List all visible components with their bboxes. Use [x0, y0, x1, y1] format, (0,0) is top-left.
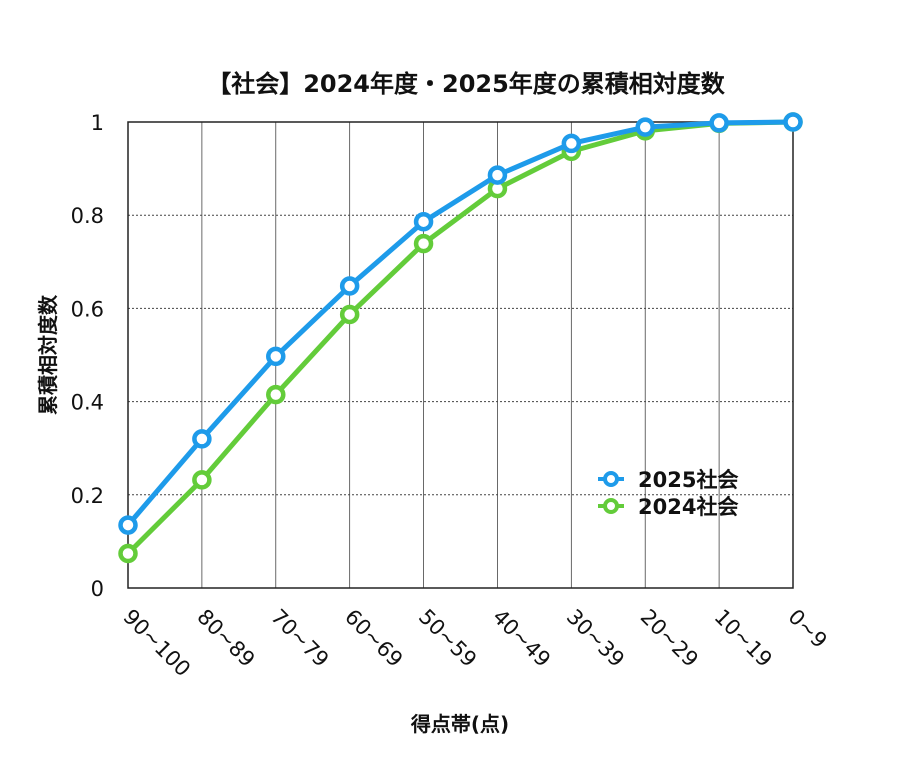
data-point — [413, 233, 434, 254]
series-line — [125, 119, 796, 528]
data-point — [709, 113, 729, 133]
x-tick-label: 80~89 — [192, 605, 259, 672]
chart-title: 【社会】2024年度・2025年度の累積相対度数 — [207, 70, 726, 98]
x-tick-label: 10~19 — [710, 605, 777, 672]
legend-label-2024: 2024社会 — [638, 495, 738, 519]
x-tick-label: 20~29 — [636, 605, 703, 672]
data-point — [266, 346, 286, 367]
y-tick-label: 0.6 — [71, 297, 104, 321]
data-point — [561, 133, 582, 154]
y-tick-label: 0 — [91, 577, 104, 601]
y-tick-label: 1 — [91, 111, 104, 135]
x-tick-label: 50~59 — [414, 605, 481, 672]
data-point — [192, 470, 212, 490]
y-axis-label: 累積相対度数 — [36, 294, 60, 415]
legend-item-2025: 2025社会 — [598, 468, 738, 492]
series — [118, 112, 803, 564]
y-tick-label: 0.4 — [71, 391, 104, 415]
y-tick-label: 0.8 — [71, 204, 104, 228]
y-axis-ticks: 0 0.2 0.4 0.6 0.8 1 — [71, 111, 104, 601]
data-point — [339, 276, 360, 296]
legend-swatch-marker-2024 — [603, 498, 619, 514]
data-point — [266, 384, 286, 405]
legend: 2025社会 2024社会 — [598, 468, 738, 519]
x-tick-label: 0~9 — [783, 605, 831, 653]
legend-item-2024: 2024社会 — [598, 495, 738, 519]
data-point — [118, 515, 138, 535]
series-0 — [118, 112, 803, 535]
x-tick-label: 70~79 — [266, 605, 333, 672]
data-point — [635, 117, 655, 137]
data-point — [118, 543, 138, 564]
x-tick-label: 90~100 — [118, 605, 195, 682]
x-tick-label: 40~49 — [488, 605, 555, 672]
data-point — [192, 429, 212, 449]
legend-label-2025: 2025社会 — [638, 468, 738, 492]
data-point — [487, 165, 508, 185]
x-axis-label: 得点帯(点) — [410, 712, 509, 736]
data-point — [783, 112, 803, 132]
plot-area-frame — [127, 121, 794, 589]
data-point — [413, 211, 434, 232]
x-tick-label: 30~39 — [562, 605, 629, 672]
y-tick-label: 0.2 — [71, 484, 104, 508]
legend-swatch-marker-2025 — [603, 471, 619, 487]
x-tick-label: 60~69 — [340, 605, 407, 672]
data-point — [339, 304, 360, 325]
